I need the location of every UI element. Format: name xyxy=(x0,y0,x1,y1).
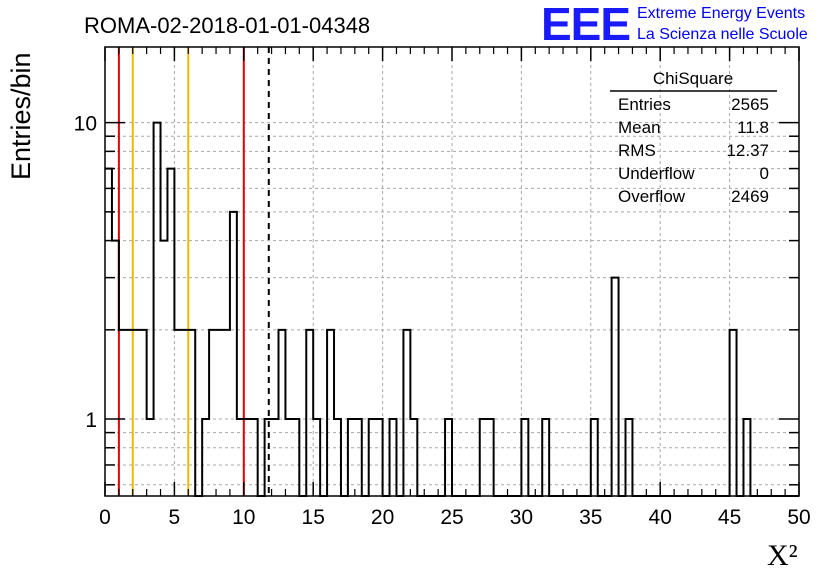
x-tick-label: 40 xyxy=(649,506,672,529)
stats-value-rms: 12.37 xyxy=(726,141,769,160)
x-tick-label: 45 xyxy=(718,506,741,529)
x-tick-label: 25 xyxy=(440,506,463,529)
eee-logo-line2: La Scienza nelle Scuole xyxy=(637,26,808,43)
stats-label-entries: Entries xyxy=(618,95,671,114)
y-axis-label: Entries/bin xyxy=(6,52,36,180)
axis-ticks xyxy=(104,47,800,496)
stats-label-underflow: Underflow xyxy=(618,164,695,183)
x-tick-labels: 0 5 10 15 20 25 30 35 40 45 50 xyxy=(99,506,811,529)
stats-label-overflow: Overflow xyxy=(618,187,686,206)
stats-box: ChiSquare Entries 2565 Mean 11.8 RMS 12.… xyxy=(610,69,777,206)
x-tick-label: 5 xyxy=(169,506,181,529)
grid xyxy=(105,47,799,496)
chart-title: ROMA-02-2018-01-01-04348 xyxy=(84,13,370,38)
x-tick-label: 0 xyxy=(99,506,111,529)
x-tick-label: 20 xyxy=(371,506,394,529)
eee-logo-mark: EEE xyxy=(541,0,630,50)
x-axis-label: X² xyxy=(767,539,798,572)
stats-value-mean: 11.8 xyxy=(737,118,769,137)
x-tick-label: 35 xyxy=(579,506,602,529)
y-tick-labels: 1 10 xyxy=(74,113,97,432)
x-tick-label: 30 xyxy=(510,506,533,529)
stats-label-rms: RMS xyxy=(618,141,656,160)
stats-value-underflow: 0 xyxy=(760,164,769,183)
stats-title: ChiSquare xyxy=(653,69,733,88)
stats-value-overflow: 2469 xyxy=(731,187,769,206)
eee-logo: EEE Extreme Energy Events La Scienza nel… xyxy=(541,0,808,50)
x-tick-label: 50 xyxy=(787,506,810,529)
eee-logo-line1: Extreme Energy Events xyxy=(637,5,805,22)
y-tick-label: 10 xyxy=(74,113,97,136)
x-tick-label: 10 xyxy=(232,506,255,529)
y-tick-label: 1 xyxy=(85,409,97,432)
x-tick-label: 15 xyxy=(302,506,325,529)
stats-value-entries: 2565 xyxy=(731,95,769,114)
stats-label-mean: Mean xyxy=(618,118,661,137)
